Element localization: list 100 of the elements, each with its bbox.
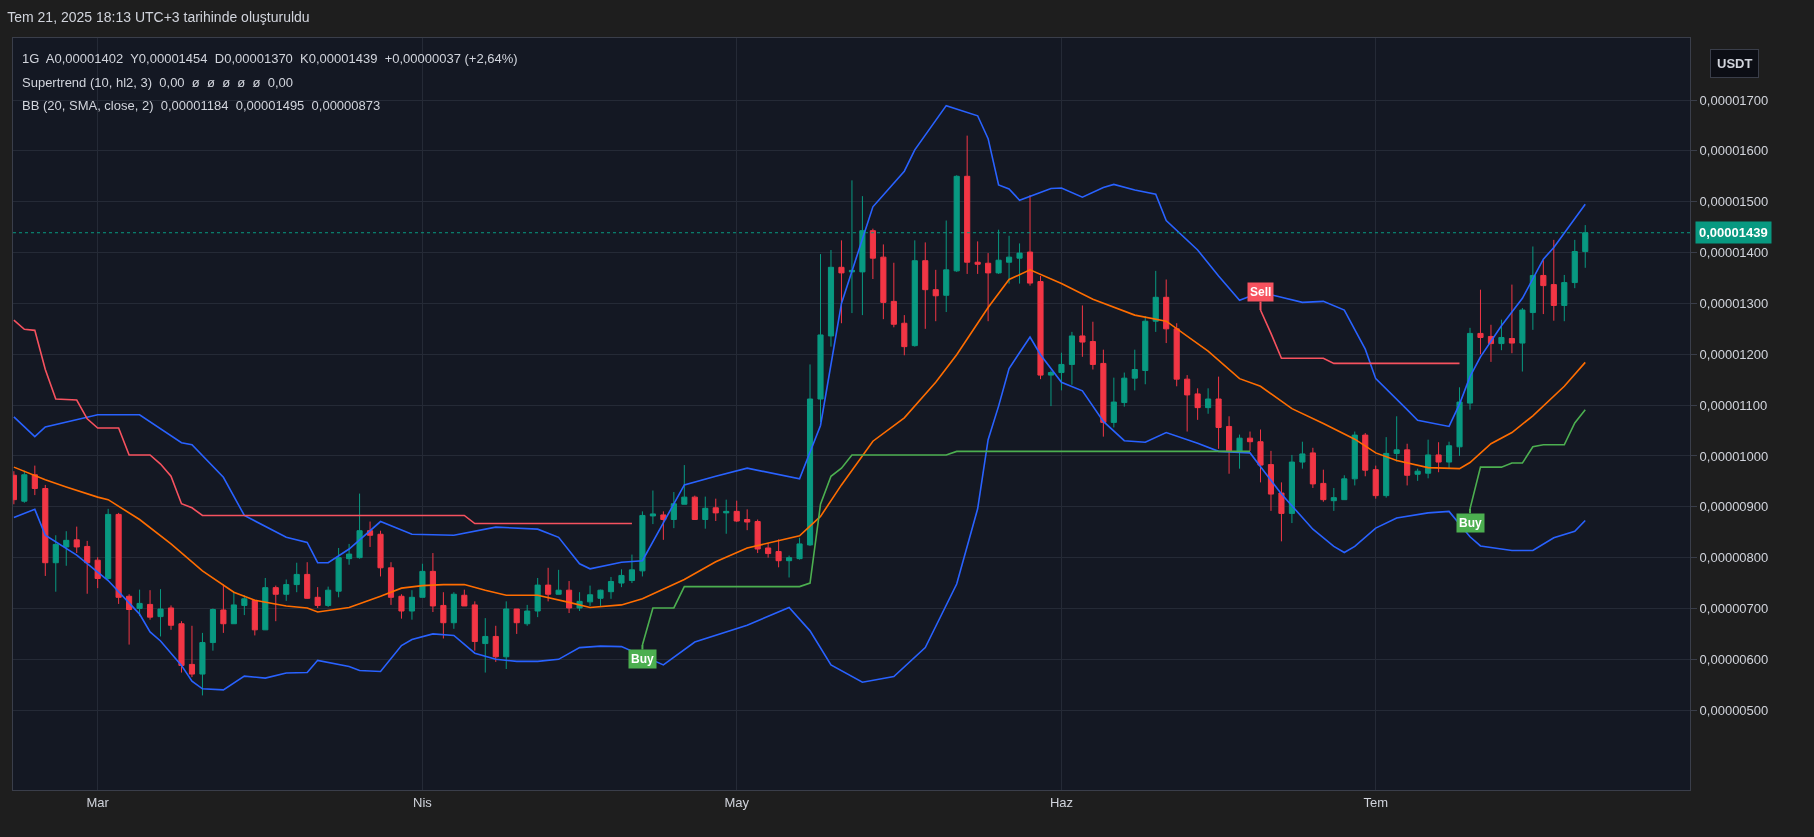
candlestick <box>146 589 154 621</box>
candlestick <box>702 496 709 530</box>
candlestick <box>1215 376 1222 450</box>
candlestick <box>272 585 279 622</box>
x-tick-label: Nis <box>413 794 433 810</box>
candlestick <box>534 577 541 618</box>
candlestick <box>880 243 887 320</box>
candlestick <box>1006 235 1013 285</box>
candlestick <box>1393 415 1400 463</box>
candlestick <box>199 632 206 696</box>
candlestick <box>555 569 562 595</box>
candlestick <box>377 530 384 577</box>
y-tick-label: 0,00001700 <box>1699 92 1769 108</box>
x-tick-label: Tem <box>1363 794 1389 810</box>
candlestick <box>911 239 918 348</box>
candlestick <box>1362 432 1369 477</box>
candlestick <box>1205 387 1212 415</box>
candlestick <box>639 510 646 577</box>
candlestick <box>482 617 489 674</box>
candlestick <box>754 519 761 554</box>
candlestick <box>890 262 897 328</box>
candlestick <box>408 589 416 621</box>
candlestick <box>586 585 594 607</box>
candlestick <box>84 540 91 595</box>
candlestick <box>167 604 175 631</box>
y-tick-label: 0,00000600 <box>1699 651 1769 667</box>
candlestick <box>744 508 751 531</box>
candlestick <box>1047 370 1055 407</box>
candlestick <box>985 252 992 322</box>
candlestick <box>1110 377 1117 428</box>
candlestick <box>628 554 636 584</box>
candlestick <box>188 625 196 678</box>
candlestick <box>398 593 405 620</box>
candlestick <box>1089 321 1096 371</box>
candlestick <box>1246 431 1254 452</box>
candlestick <box>1267 450 1275 512</box>
candlestick <box>42 484 49 577</box>
candlestick <box>94 556 101 589</box>
candlestick <box>1456 386 1463 457</box>
candlestick <box>775 538 782 568</box>
candlestick <box>545 567 552 602</box>
candlestick <box>1309 447 1316 489</box>
candlestick <box>1508 284 1515 354</box>
candlestick <box>1037 275 1044 380</box>
y-tick-label: 0,00001000 <box>1699 448 1769 464</box>
candlestick <box>105 508 112 580</box>
annotation: Sell <box>1250 285 1272 299</box>
candlestick <box>869 228 876 280</box>
y-tick-label: 0,00000500 <box>1699 702 1769 718</box>
candlestick <box>1016 242 1023 285</box>
candlestick <box>597 589 604 607</box>
y-tick-label: 0,00001400 <box>1699 245 1769 261</box>
candlestick <box>1299 441 1306 470</box>
candlestick <box>220 584 227 634</box>
candlestick <box>325 586 332 608</box>
candlestick <box>251 599 258 636</box>
candlestick <box>1068 331 1075 386</box>
candlestick <box>974 240 981 275</box>
candlestick <box>1194 387 1201 421</box>
candlestick <box>660 510 667 541</box>
candlestick <box>1383 436 1390 499</box>
candlestick <box>1131 349 1138 391</box>
annotation: 1G A0,00001402 Y0,00001454 D0,00001370 K0,00001439 +0,00000037 (+2,64%) <box>22 51 518 66</box>
candlestick <box>901 314 908 356</box>
candlestick <box>1320 469 1327 503</box>
y-tick-label: 0,00000900 <box>1699 499 1769 515</box>
candlestick <box>524 604 531 627</box>
candlestick <box>796 537 803 561</box>
line-series <box>13 336 1587 691</box>
candlestick <box>817 253 824 423</box>
candlestick <box>1561 274 1568 322</box>
candlestick <box>440 591 447 639</box>
candlestick <box>1414 468 1421 482</box>
candlestick <box>1540 259 1547 315</box>
x-tick-label: May <box>724 794 750 810</box>
candlestick <box>806 363 814 547</box>
candlestick <box>429 552 436 613</box>
candlestick <box>1341 474 1348 501</box>
line-series <box>13 319 633 525</box>
candlestick <box>178 620 185 674</box>
y-tick-label: 0,00000700 <box>1699 601 1769 617</box>
chart-title: Tem 21, 2025 18:13 UTC+3 tarihinde oluşturuldu <box>7 9 310 26</box>
candlestick <box>922 241 929 330</box>
y-tick-label: 0,00001600 <box>1699 143 1769 159</box>
candlestick <box>1372 465 1379 500</box>
candlestick <box>838 239 845 324</box>
candlestick <box>691 495 698 521</box>
candlestick <box>157 588 164 637</box>
candlestick <box>304 561 311 600</box>
y-tick-label: 0,00001100 <box>1699 397 1768 413</box>
candlestick <box>733 500 740 523</box>
y-tick-label: 0,00001200 <box>1699 346 1769 362</box>
candlestick <box>1288 454 1295 524</box>
candlestick <box>964 135 971 275</box>
y-tick-label: 0,00000800 <box>1699 550 1769 566</box>
line-series <box>13 269 1587 613</box>
candlestick <box>566 580 573 614</box>
candlestick <box>1184 374 1191 433</box>
candlestick <box>607 576 615 600</box>
candlestick <box>1435 441 1442 473</box>
